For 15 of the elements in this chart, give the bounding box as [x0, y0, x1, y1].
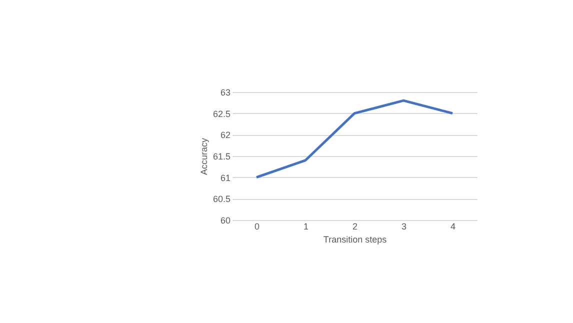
y-tick-label: 62.5: [212, 108, 230, 119]
y-tick-label: 62: [220, 130, 230, 140]
y-tick-label: 60: [220, 216, 230, 226]
x-tick-label: 2: [352, 222, 358, 232]
y-tick-label: 61.5: [212, 152, 230, 162]
line-series: [255, 99, 454, 179]
y-axis-title: Accuracy: [198, 137, 209, 176]
x-tick-label: 1: [303, 222, 309, 232]
x-axis-title: Transition steps: [323, 234, 388, 244]
y-tick-label: 61: [220, 172, 230, 183]
y-tick-label: 60.5: [212, 194, 230, 204]
x-tick-label: 4: [450, 222, 456, 232]
y-tick-label: 63: [220, 88, 230, 98]
x-tick-label: 0: [254, 222, 260, 232]
x-tick-label: 3: [401, 222, 407, 232]
